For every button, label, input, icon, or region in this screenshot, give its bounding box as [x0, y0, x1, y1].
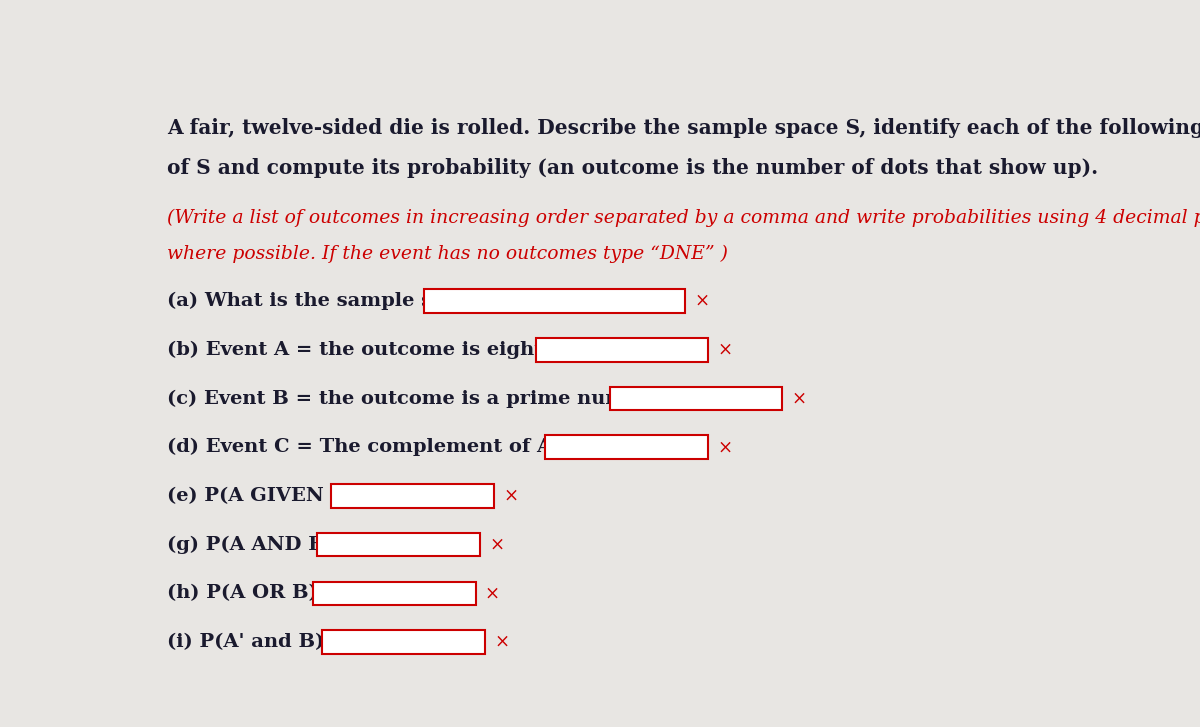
- FancyBboxPatch shape: [536, 338, 708, 361]
- Text: (e) P(A GIVEN B)=: (e) P(A GIVEN B)=: [167, 487, 372, 505]
- FancyBboxPatch shape: [331, 484, 494, 507]
- Text: (c) Event B = the outcome is a prime number.  P(B) =: (c) Event B = the outcome is a prime num…: [167, 390, 754, 408]
- Text: ×: ×: [504, 487, 518, 505]
- Text: where possible. If the event has no outcomes type “DNE” ): where possible. If the event has no outc…: [167, 245, 727, 263]
- Text: (d) Event C = The complement of A.  P(C)=: (d) Event C = The complement of A. P(C)=: [167, 438, 637, 457]
- FancyBboxPatch shape: [313, 582, 475, 605]
- FancyBboxPatch shape: [317, 533, 480, 556]
- Text: ×: ×: [792, 390, 806, 407]
- FancyBboxPatch shape: [545, 435, 708, 459]
- Text: ×: ×: [694, 292, 709, 310]
- Text: ×: ×: [718, 341, 732, 359]
- FancyBboxPatch shape: [322, 630, 485, 654]
- Text: (g) P(A AND B)=: (g) P(A AND B)=: [167, 536, 350, 554]
- Text: A fair, twelve-sided die is rolled. Describe the sample space S, identify each o: A fair, twelve-sided die is rolled. Desc…: [167, 118, 1200, 138]
- Text: (a) What is the sample space?: (a) What is the sample space?: [167, 292, 493, 310]
- FancyBboxPatch shape: [611, 387, 782, 410]
- Text: (i) P(A' and B)=: (i) P(A' and B)=: [167, 633, 341, 651]
- Text: ×: ×: [494, 633, 509, 651]
- Text: of S and compute its probability (an outcome is the number of dots that show up): of S and compute its probability (an out…: [167, 158, 1098, 178]
- Text: (h) P(A OR B)=: (h) P(A OR B)=: [167, 585, 334, 602]
- Text: ×: ×: [490, 536, 504, 553]
- FancyBboxPatch shape: [425, 289, 685, 313]
- Text: (Write a list of outcomes in increasing order separated by a comma and write pro: (Write a list of outcomes in increasing …: [167, 209, 1200, 227]
- Text: (b) Event A = the outcome is eight.  P(A)=: (b) Event A = the outcome is eight. P(A)…: [167, 341, 628, 359]
- Text: ×: ×: [485, 585, 500, 602]
- Text: ×: ×: [718, 438, 732, 456]
